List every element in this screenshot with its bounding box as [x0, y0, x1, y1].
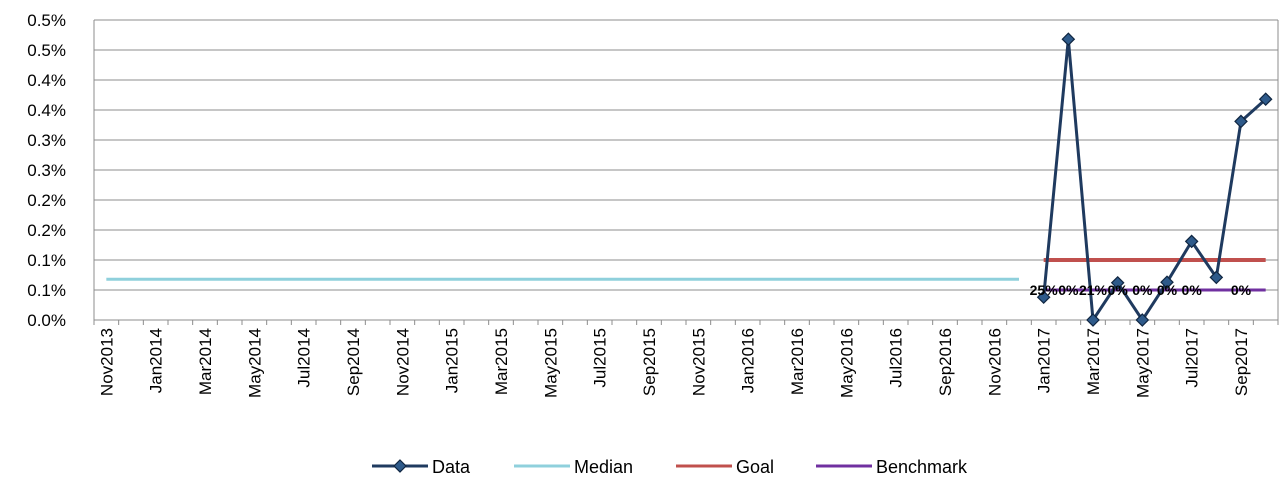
x-tick-label: Mar2014 [196, 328, 215, 395]
data-label: 0% [1157, 282, 1178, 298]
x-tick-label: Sep2017 [1232, 328, 1251, 396]
data-point [1258, 92, 1273, 107]
data-label: 25% [1030, 282, 1059, 298]
data-point [1086, 313, 1100, 327]
y-axis-tick-labels: 0.0% 0.1% 0.1% 0.2% 0.2% 0.3% 0.3% 0.4% 0.4% 0.5%… [27, 11, 66, 330]
x-tick-label: Jan2014 [147, 328, 166, 393]
y-tick-label: 0.1% [27, 281, 66, 300]
legend-item-benchmark: Benchmark [816, 457, 968, 477]
series-line-data [1042, 37, 1267, 322]
data-point [1184, 234, 1199, 249]
x-tick-label: Nov2015 [689, 328, 708, 396]
grid-lines [93, 19, 1279, 325]
x-tick-label: Nov2014 [393, 328, 412, 396]
data-point [1234, 114, 1248, 129]
y-tick-label: 0.1% [27, 251, 66, 270]
legend-item-goal: Goal [676, 457, 774, 477]
x-tick-label: Nov2013 [97, 328, 116, 396]
data-point [1209, 270, 1224, 285]
data-markers [1036, 32, 1273, 327]
x-tick-label: Jan2015 [443, 328, 462, 393]
legend-item-data: Data [372, 457, 471, 477]
y-tick-label: 0.5% [27, 41, 66, 60]
legend-label: Data [432, 457, 471, 477]
y-tick-label: 0.4% [27, 101, 66, 120]
y-tick-label: 0.3% [27, 161, 66, 180]
legend-label: Benchmark [876, 457, 968, 477]
x-tick-label: Jul2014 [295, 328, 314, 388]
data-label: 0% [1182, 282, 1203, 298]
data-point [1135, 313, 1150, 327]
x-tick-label: Sep2016 [936, 328, 955, 396]
data-label: 0% [1132, 282, 1153, 298]
x-tick-label: May2017 [1133, 328, 1152, 398]
x-tick-label: Sep2014 [344, 328, 363, 396]
data-point [1036, 290, 1051, 305]
data-label: 0% [1231, 282, 1252, 298]
data-label: 21% [1079, 282, 1108, 298]
x-tick-label: Nov2016 [985, 328, 1004, 396]
y-tick-label: 0.2% [27, 221, 66, 240]
x-tick-label: Jul2015 [591, 328, 610, 388]
x-tick-label: May2016 [837, 328, 856, 398]
data-label: 0% [1058, 282, 1079, 298]
y-tick-label: 0.2% [27, 191, 66, 210]
legend-label: Median [574, 457, 633, 477]
y-tick-label: 0.0% [27, 311, 66, 330]
x-tick-label: Jan2016 [739, 328, 758, 393]
data-point [1160, 275, 1174, 290]
x-tick-label: Jul2016 [887, 328, 906, 388]
data-point [1110, 275, 1125, 290]
x-tick-label: May2014 [245, 328, 264, 398]
x-tick-label: Jul2017 [1183, 328, 1202, 388]
data-labels: 25% 0% 21% 0% 0% 0% 0% 0% [1030, 282, 1252, 298]
x-tick-label: Mar2017 [1084, 328, 1103, 395]
x-tick-label: Mar2016 [788, 328, 807, 395]
legend-item-median: Median [514, 457, 633, 477]
x-axis-tick-labels: Nov2013 Jan2014 Mar2014 May2014 Jul2014 Sep20… [97, 328, 1251, 398]
x-tick-label: Sep2015 [640, 328, 659, 396]
y-tick-label: 0.4% [27, 71, 66, 90]
x-tick-label: May2015 [541, 328, 560, 398]
data-label: 0% [1108, 282, 1129, 298]
x-tick-label: Jan2017 [1035, 328, 1054, 393]
y-tick-label: 0.3% [27, 131, 66, 150]
y-tick-label: 0.5% [27, 11, 66, 30]
data-point [1061, 32, 1076, 47]
legend: Data Median Goal Benchmark [372, 457, 968, 477]
legend-marker-icon [393, 459, 407, 473]
x-tick-label: Mar2015 [492, 328, 511, 395]
legend-label: Goal [736, 457, 774, 477]
series-lines [106, 37, 1267, 322]
